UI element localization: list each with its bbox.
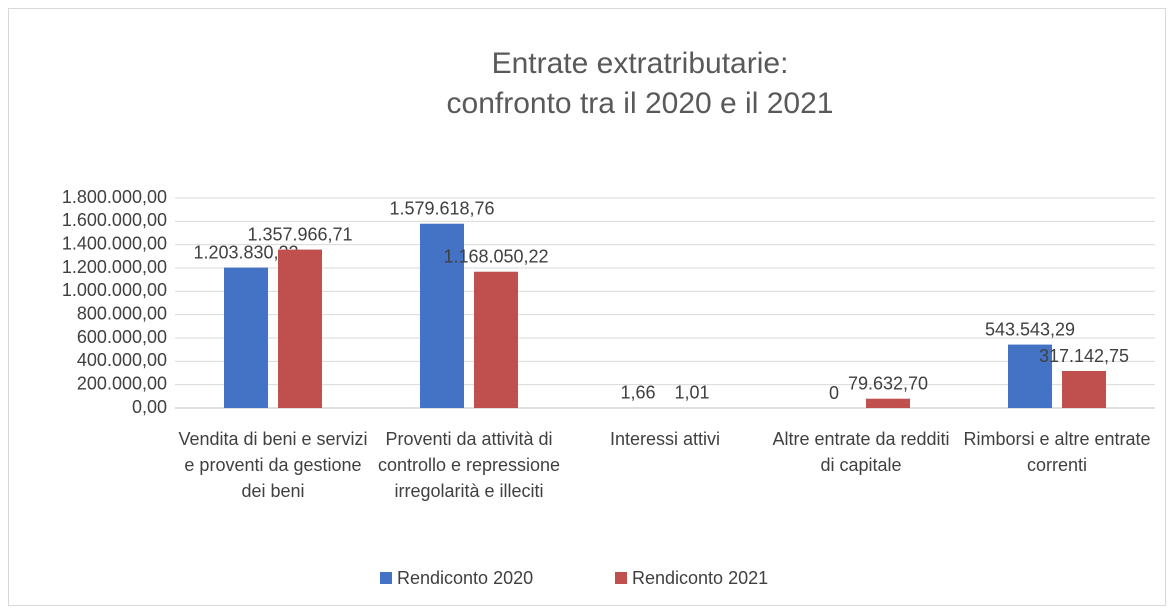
bar bbox=[474, 271, 518, 408]
y-tick-label: 0,00 bbox=[132, 397, 167, 417]
x-tick-label: Proventi da attività di controllo e repr… bbox=[377, 429, 561, 501]
y-tick-label: 1.400.000,00 bbox=[62, 233, 167, 253]
bar bbox=[224, 267, 268, 408]
x-tick-label: Vendita di beni e servizi e proventi da … bbox=[178, 429, 368, 501]
y-tick-label: 200.000,00 bbox=[77, 373, 167, 393]
legend-label: Rendiconto 2021 bbox=[632, 568, 768, 588]
y-tick-label: 1.200.000,00 bbox=[62, 257, 167, 277]
chart-title: Entrate extratributarie: bbox=[492, 47, 789, 80]
x-tick-label: Interessi attivi bbox=[609, 429, 721, 449]
chart-border bbox=[8, 8, 1166, 606]
legend-swatch bbox=[615, 572, 627, 584]
y-tick-label: 800.000,00 bbox=[77, 303, 167, 323]
x-tick-label: Altre entrate da redditi di capitale bbox=[772, 429, 950, 475]
data-label: 1,01 bbox=[674, 383, 709, 403]
data-label: 79.632,70 bbox=[848, 373, 928, 393]
data-label: 0 bbox=[829, 383, 839, 403]
bar bbox=[1008, 344, 1052, 408]
data-label: 1.168.050,22 bbox=[443, 246, 548, 266]
y-tick-label: 1.800.000,00 bbox=[62, 187, 167, 207]
chart-title: confronto tra il 2020 e il 2021 bbox=[447, 87, 834, 120]
y-tick-label: 600.000,00 bbox=[77, 327, 167, 347]
x-tick-label: Rimborsi e altre entrate correnti bbox=[963, 429, 1151, 475]
data-label: 1.203.830,22 bbox=[193, 242, 298, 262]
data-label: 1.579.618,76 bbox=[389, 198, 494, 218]
bar bbox=[420, 223, 464, 408]
legend-swatch bbox=[380, 572, 392, 584]
y-tick-label: 1.000.000,00 bbox=[62, 280, 167, 300]
y-tick-label: 400.000,00 bbox=[77, 350, 167, 370]
bar bbox=[1062, 371, 1106, 408]
data-label: 317.142,75 bbox=[1039, 346, 1129, 366]
bar bbox=[866, 398, 910, 408]
data-label: 543.543,29 bbox=[985, 319, 1075, 339]
data-label: 1,66 bbox=[620, 383, 655, 403]
data-label: 1.357.966,71 bbox=[247, 224, 352, 244]
bar bbox=[278, 249, 322, 408]
legend-label: Rendiconto 2020 bbox=[397, 568, 533, 588]
y-tick-label: 1.600.000,00 bbox=[62, 210, 167, 230]
